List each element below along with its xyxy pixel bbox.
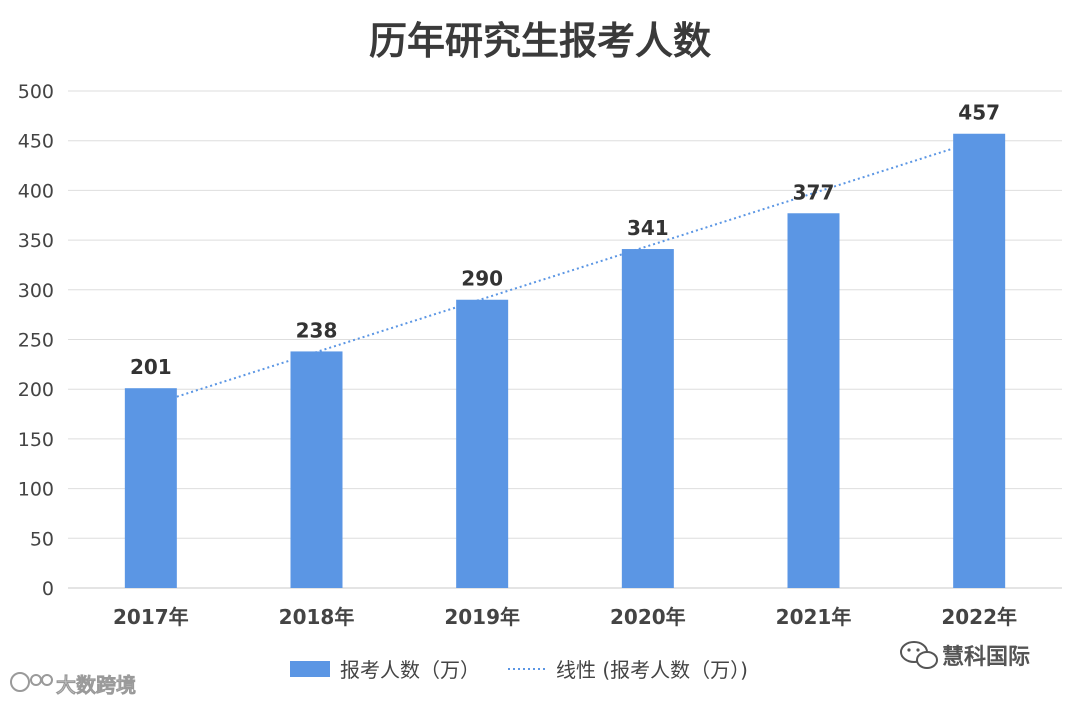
legend-swatch-bars — [290, 661, 330, 677]
y-tick-label: 350 — [18, 230, 54, 252]
data-label: 290 — [461, 267, 503, 291]
y-tick-label: 300 — [18, 280, 54, 302]
x-tick-label: 2017年 — [113, 605, 189, 629]
data-labels: 201 238 290 341 377 457 — [130, 101, 1000, 379]
y-tick-label: 50 — [30, 528, 54, 550]
legend-label-bars: 报考人数（万） — [340, 658, 480, 682]
x-tick-label: 2018年 — [279, 605, 355, 629]
data-label: 341 — [627, 216, 669, 240]
legend: 报考人数（万） 线性 (报考人数（万）) — [290, 658, 748, 682]
y-tick-label: 450 — [18, 131, 54, 153]
watermark-right-text: 慧科国际 — [942, 645, 1030, 670]
data-label: 201 — [130, 355, 172, 379]
bar-2020年 — [621, 249, 674, 588]
y-tick-label: 400 — [18, 180, 54, 202]
x-tick-label: 2020年 — [610, 605, 686, 629]
y-tick-label: 100 — [18, 479, 54, 501]
watermark-left-text: 大数跨境 — [56, 673, 136, 697]
bar-2017年 — [124, 388, 177, 588]
wechat-icon — [900, 641, 938, 669]
y-tick-label: 0 — [42, 578, 54, 600]
data-label: 377 — [793, 180, 835, 204]
trendline-layer — [176, 147, 954, 398]
data-label: 238 — [296, 318, 338, 342]
y-axis-ticks: 0 50 100 150 200 250 300 350 400 450 500 — [18, 81, 54, 600]
data-label: 457 — [958, 101, 1000, 125]
legend-label-trendline: 线性 (报考人数（万）) — [556, 658, 748, 682]
brand-logo-icon — [10, 672, 53, 692]
bar-2021年 — [787, 213, 840, 588]
y-tick-label: 250 — [18, 330, 54, 352]
trendline — [176, 147, 954, 398]
watermark-right: 慧科国际 — [900, 641, 1030, 670]
x-tick-label: 2021年 — [776, 605, 852, 629]
gridlines — [68, 90, 1062, 589]
x-axis-ticks: 2017年 2018年 2019年 2020年 2021年 2022年 — [113, 605, 1017, 629]
bar-2018年 — [290, 351, 343, 588]
chart-title: 历年研究生报考人数 — [369, 19, 711, 63]
watermark-left: 大数跨境 — [10, 672, 136, 697]
y-tick-label: 500 — [18, 81, 54, 103]
x-tick-label: 2019年 — [444, 605, 520, 629]
y-tick-label: 200 — [18, 379, 54, 401]
bars — [124, 133, 1006, 588]
bar-2019年 — [456, 299, 509, 588]
x-tick-label: 2022年 — [941, 605, 1017, 629]
y-tick-label: 150 — [18, 429, 54, 451]
bar-2022年 — [953, 133, 1006, 588]
